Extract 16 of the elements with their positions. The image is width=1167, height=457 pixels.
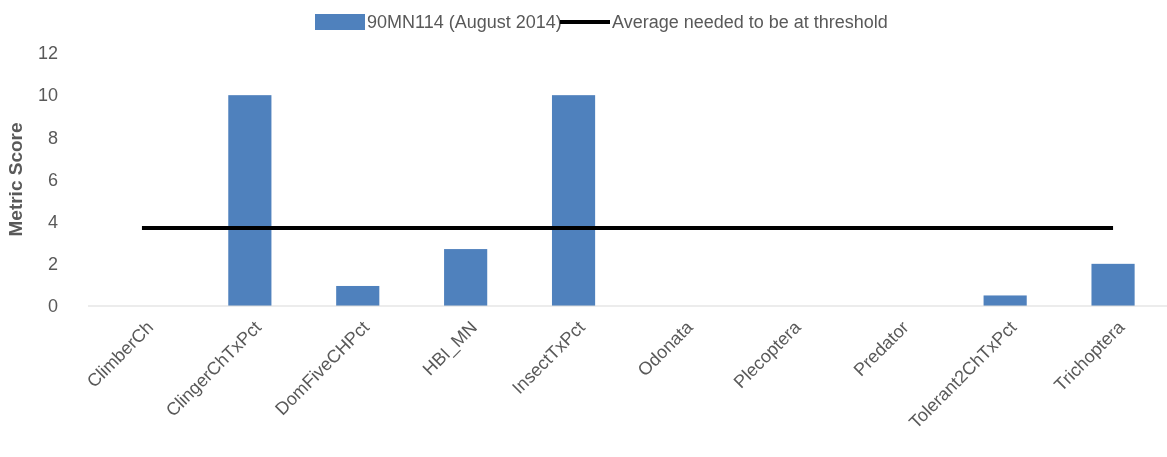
bar — [228, 95, 272, 306]
bar — [983, 295, 1027, 306]
y-tick-label: 10 — [37, 85, 58, 106]
legend-label: Average needed to be at threshold — [612, 12, 888, 33]
legend-label: 90MN114 (August 2014) — [367, 12, 562, 33]
y-tick-label: 12 — [37, 43, 58, 64]
y-axis-title: Metric Score — [5, 122, 26, 237]
bar — [1091, 263, 1135, 306]
bar — [551, 95, 596, 306]
y-tick-label: 4 — [47, 211, 58, 232]
y-tick-label: 6 — [47, 169, 58, 190]
y-tick-label: 2 — [47, 254, 58, 275]
y-tick-label: 8 — [47, 127, 58, 148]
bar — [444, 249, 488, 306]
bar — [336, 285, 380, 306]
y-tick-label: 0 — [47, 296, 58, 317]
